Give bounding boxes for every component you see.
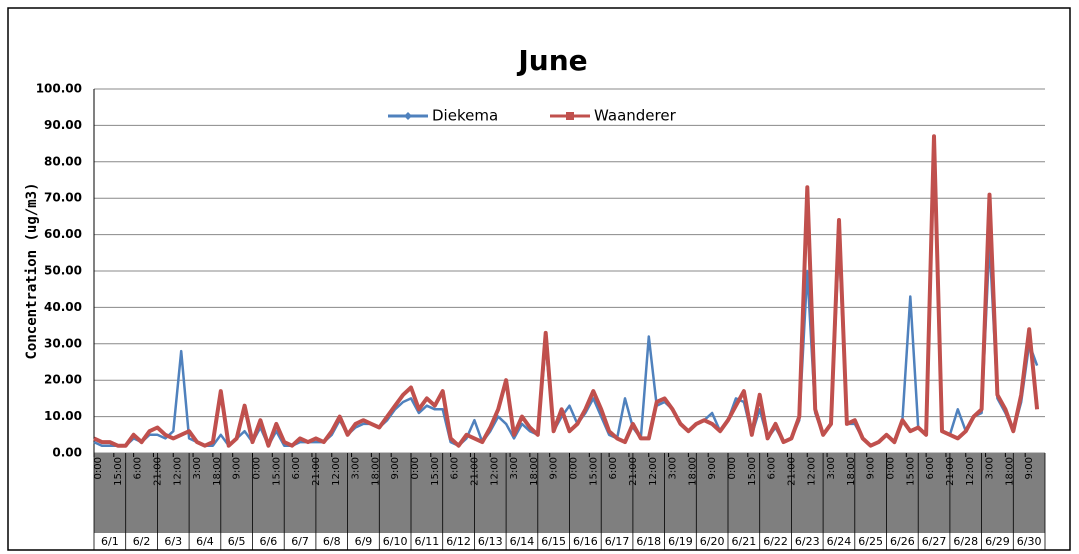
y-tick-label: 40.00 [44, 300, 82, 314]
x-tick-label: 15:00 [113, 457, 124, 486]
x-tick-label: 0:00 [727, 457, 738, 479]
x-tick-label: 15:00 [905, 457, 916, 486]
day-label: 6/9 [355, 535, 373, 548]
y-tick-label: 90.00 [44, 118, 82, 132]
x-tick-label: 15:00 [588, 457, 599, 486]
day-label: 6/16 [573, 535, 598, 548]
x-tick-label: 3:00 [509, 457, 520, 479]
day-label: 6/12 [446, 535, 471, 548]
x-tick-label: 3:00 [985, 457, 996, 479]
x-tick-label: 9:00 [232, 457, 243, 479]
x-tick-label: 0:00 [886, 457, 897, 479]
day-label: 6/14 [510, 535, 535, 548]
y-tick-label: 80.00 [44, 154, 82, 168]
day-label: 6/18 [636, 535, 661, 548]
day-label: 6/13 [478, 535, 503, 548]
x-tick-label: 0:00 [569, 457, 580, 479]
x-tick-label: 15:00 [271, 457, 282, 486]
x-tick-label: 18:00 [1004, 457, 1015, 486]
x-tick-label: 9:00 [549, 457, 560, 479]
x-tick-label: 21:00 [786, 457, 797, 486]
day-label: 6/28 [953, 535, 978, 548]
y-tick-label: 10.00 [44, 409, 82, 423]
day-label: 6/10 [383, 535, 408, 548]
legend-marker [566, 112, 574, 120]
chart-title: June [516, 44, 587, 77]
x-tick-label: 18:00 [370, 457, 381, 486]
x-tick-label: 15:00 [747, 457, 758, 486]
x-tick-label: 3:00 [826, 457, 837, 479]
x-tick-label: 21:00 [945, 457, 956, 486]
day-label: 6/23 [795, 535, 820, 548]
y-tick-label: 0.00 [52, 446, 82, 460]
day-label: 6/19 [668, 535, 693, 548]
x-tick-label: 3:00 [192, 457, 203, 479]
y-tick-label: 50.00 [44, 264, 82, 278]
x-tick-label: 21:00 [628, 457, 639, 486]
y-tick-label: 30.00 [44, 336, 82, 350]
x-tick-label: 3:00 [351, 457, 362, 479]
day-label: 6/30 [1017, 535, 1042, 548]
day-label: 6/22 [763, 535, 788, 548]
x-tick-label: 12:00 [331, 457, 342, 486]
x-tick-label: 0:00 [93, 457, 104, 479]
day-label: 6/1 [101, 535, 119, 548]
x-tick-label: 12:00 [172, 457, 183, 486]
legend-label: Diekema [432, 107, 498, 125]
x-tick-label: 12:00 [806, 457, 817, 486]
legend-marker [404, 112, 412, 120]
day-label: 6/4 [196, 535, 214, 548]
x-tick-label: 18:00 [212, 457, 223, 486]
day-label: 6/11 [414, 535, 439, 548]
x-tick-label: 12:00 [965, 457, 976, 486]
y-tick-label: 100.00 [36, 82, 82, 96]
x-tick-label: 6:00 [767, 457, 778, 479]
legend-label: Waanderer [594, 107, 677, 125]
x-tick-label: 6:00 [133, 457, 144, 479]
x-tick-label: 6:00 [608, 457, 619, 479]
x-tick-label: 9:00 [866, 457, 877, 479]
day-label: 6/15 [541, 535, 566, 548]
x-tick-label: 12:00 [648, 457, 659, 486]
day-label: 6/5 [228, 535, 246, 548]
day-label: 6/24 [827, 535, 852, 548]
x-tick-label: 21:00 [469, 457, 480, 486]
x-tick-label: 12:00 [489, 457, 500, 486]
day-label: 6/26 [890, 535, 915, 548]
x-tick-label: 18:00 [846, 457, 857, 486]
series-line [93, 134, 1040, 448]
x-tick-label: 21:00 [311, 457, 322, 486]
day-label: 6/20 [700, 535, 725, 548]
x-tick-label: 0:00 [410, 457, 421, 479]
x-tick-label: 6:00 [925, 457, 936, 479]
x-tick-label: 6:00 [450, 457, 461, 479]
day-label: 6/7 [291, 535, 309, 548]
day-label: 6/17 [605, 535, 630, 548]
y-tick-label: 70.00 [44, 191, 82, 205]
x-tick-label: 18:00 [687, 457, 698, 486]
day-label: 6/6 [259, 535, 277, 548]
day-label: 6/27 [922, 535, 947, 548]
day-label: 6/2 [133, 535, 151, 548]
x-tick-label: 9:00 [390, 457, 401, 479]
x-tick-label: 18:00 [529, 457, 540, 486]
y-axis-label: Concentration (ug/m3) [24, 182, 40, 359]
day-label: 6/21 [731, 535, 756, 548]
x-tick-label: 9:00 [1024, 457, 1035, 479]
x-tick-label: 21:00 [152, 457, 163, 486]
day-label: 6/29 [985, 535, 1010, 548]
y-tick-label: 20.00 [44, 373, 82, 387]
x-tick-label: 6:00 [291, 457, 302, 479]
x-tick-label: 15:00 [430, 457, 441, 486]
y-tick-label: 60.00 [44, 227, 82, 241]
x-tick-label: 0:00 [252, 457, 263, 479]
x-tick-label: 9:00 [707, 457, 718, 479]
day-label: 6/8 [323, 535, 341, 548]
x-tick-label: 3:00 [668, 457, 679, 479]
day-label: 6/3 [164, 535, 182, 548]
day-label: 6/25 [858, 535, 883, 548]
